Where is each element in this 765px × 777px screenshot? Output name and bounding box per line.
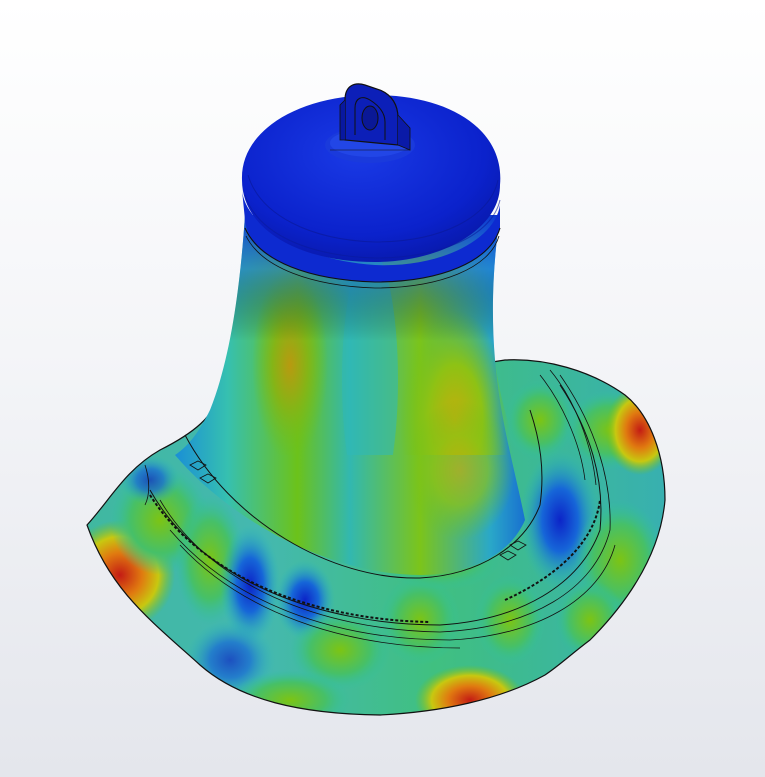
canon-lug bbox=[325, 83, 415, 163]
sound-bow-lines bbox=[144, 369, 616, 649]
bell-crown bbox=[241, 95, 501, 262]
bell-shoulder bbox=[242, 190, 501, 289]
bell-waist bbox=[175, 215, 525, 575]
